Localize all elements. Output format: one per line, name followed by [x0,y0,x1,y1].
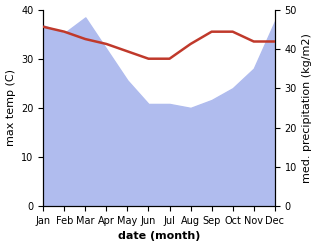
Y-axis label: med. precipitation (kg/m2): med. precipitation (kg/m2) [302,33,313,183]
Y-axis label: max temp (C): max temp (C) [5,69,16,146]
X-axis label: date (month): date (month) [118,231,200,242]
